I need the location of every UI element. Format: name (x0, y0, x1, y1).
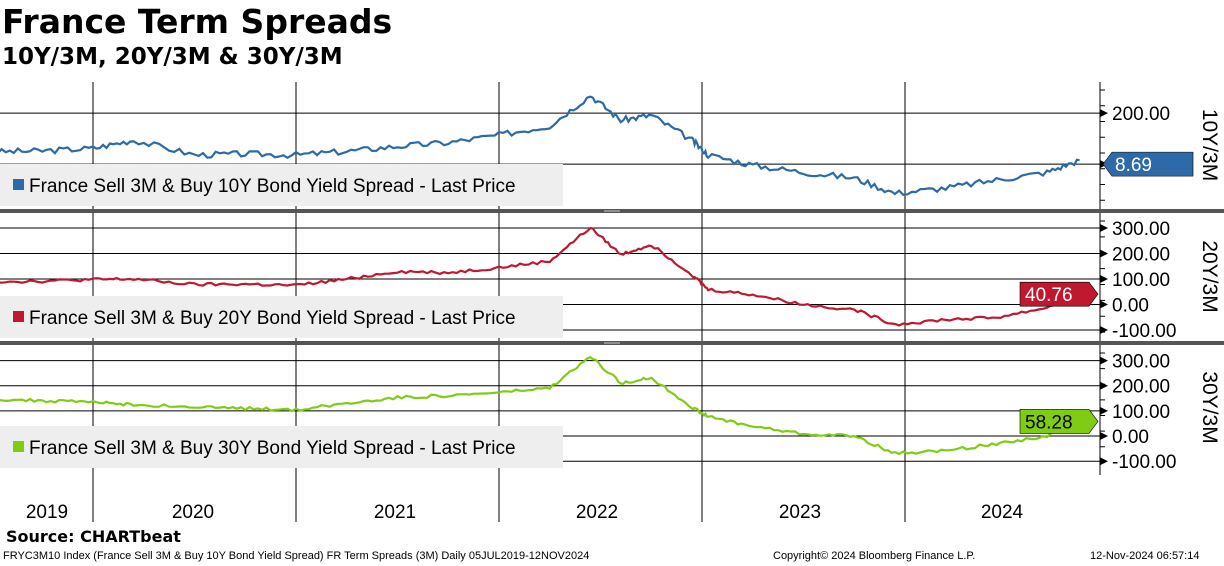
legend-box (0, 296, 563, 338)
chart: 2019 2020 2021 2022 2023 2024 200.00 France Sel… (0, 82, 1224, 523)
tick-arrow (1100, 432, 1108, 441)
series-line-10Y/3M (0, 95, 1080, 196)
tick-arrow (1100, 356, 1108, 365)
x-tick-label: 2020 (172, 502, 214, 523)
y-tick-label: 300.00 (1112, 219, 1170, 240)
panel-axis-title: 10Y/3M (1198, 109, 1221, 181)
y-tick-label: 100.00 (1112, 402, 1170, 423)
legend-label: France Sell 3M & Buy 20Y Bond Yield Spre… (29, 308, 516, 329)
tick-arrow (1100, 300, 1108, 309)
tick-arrow (1100, 275, 1108, 284)
tick-arrow (1100, 109, 1108, 118)
y-tick-label: 0.00 (1112, 427, 1149, 448)
tick-arrow (1100, 381, 1108, 390)
y-tick-label: 200.00 (1112, 377, 1170, 398)
legend-swatch (13, 179, 24, 190)
last-price-tag (1019, 409, 1099, 434)
y-tick-label: -100.00 (1112, 452, 1176, 473)
panel-axis-title: 30Y/3M (1198, 371, 1221, 443)
chart-title: France Term Spreads (2, 2, 393, 41)
x-tick-label: 2024 (981, 502, 1024, 523)
tick-arrow (1100, 457, 1108, 466)
x-tick-label: 2022 (576, 502, 618, 523)
y-tick-label: 200.00 (1112, 104, 1170, 125)
last-price-tag (1019, 281, 1099, 307)
y-tick-label: 0.00 (1112, 296, 1149, 317)
last-price-value: 58.28 (1025, 412, 1073, 433)
y-tick-label: -100.00 (1112, 321, 1176, 342)
y-tick-label: 200.00 (1112, 245, 1170, 266)
legend-box (0, 426, 563, 468)
x-tick-label: 2021 (374, 502, 416, 523)
legend-swatch (13, 441, 24, 452)
y-tick-label: 100.00 (1112, 270, 1170, 291)
tick-arrow (1100, 224, 1108, 233)
tick-arrow (1100, 249, 1108, 258)
series-line-30Y/3M (0, 355, 1081, 456)
legend-swatch (13, 311, 24, 322)
copyright: Copyright© 2024 Bloomberg Finance L.P. (773, 550, 976, 562)
index-description: FRYC3M10 Index (France Sell 3M & Buy 10Y… (3, 550, 590, 562)
panel-axis-title: 20Y/3M (1198, 240, 1221, 312)
timestamp: 12-Nov-2024 06:57:14 (1090, 550, 1200, 562)
last-price-value: 8.69 (1115, 155, 1152, 176)
last-price-value: 40.76 (1025, 285, 1073, 306)
x-tick-label: 2019 (26, 502, 68, 523)
tick-arrow (1100, 406, 1108, 415)
source-label: Source: CHARTbeat (6, 527, 181, 546)
legend-label: France Sell 3M & Buy 30Y Bond Yield Spre… (29, 438, 516, 459)
legend-box (0, 164, 563, 206)
x-tick-label: 2023 (779, 502, 821, 523)
legend-label: France Sell 3M & Buy 10Y Bond Yield Spre… (29, 176, 516, 197)
series-line-20Y/3M (0, 226, 1080, 327)
y-tick-label: 300.00 (1112, 352, 1170, 373)
chart-subtitle: 10Y/3M, 20Y/3M & 30Y/3M (2, 44, 343, 70)
last-price-tag (1102, 151, 1194, 177)
tick-arrow (1100, 326, 1108, 335)
